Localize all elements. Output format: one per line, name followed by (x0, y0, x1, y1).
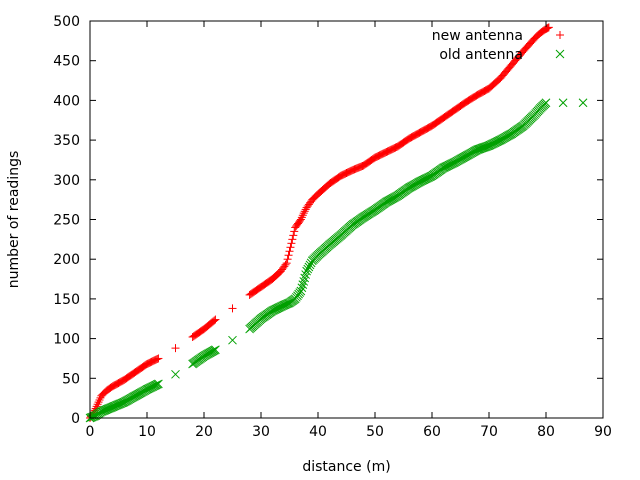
data-point (171, 369, 180, 379)
data-point (300, 207, 309, 216)
x-tick-label: 70 (480, 424, 498, 440)
data-point (171, 344, 180, 353)
data-point (210, 316, 219, 325)
data-point (95, 396, 104, 405)
series-1 (86, 23, 553, 422)
data-point (297, 283, 307, 293)
y-tick-label: 400 (53, 93, 80, 109)
data-point (285, 247, 294, 256)
data-point (290, 227, 299, 236)
data-point (286, 243, 295, 252)
data-point (474, 144, 484, 154)
data-point (305, 260, 315, 270)
data-point (298, 211, 307, 220)
x-tick-label: 40 (309, 424, 327, 440)
data-point (296, 215, 305, 224)
data-point (296, 286, 306, 296)
legend-marker (555, 49, 565, 59)
data-point (284, 251, 293, 260)
data-point (477, 143, 487, 153)
x-tick-label: 30 (252, 424, 270, 440)
legend-label: old antenna (439, 47, 523, 63)
data-point (475, 144, 485, 154)
y-tick-label: 250 (53, 213, 80, 229)
legend-item: new antenna (432, 28, 564, 44)
data-point (228, 304, 237, 313)
data-point (274, 269, 283, 278)
data-point (288, 235, 297, 244)
y-tick-label: 200 (53, 252, 80, 268)
y-tick-label: 100 (53, 332, 80, 348)
data-point (96, 393, 105, 402)
legend-label: new antenna (432, 28, 523, 44)
y-axis-label: number of readings (6, 151, 22, 289)
legend: new antenna old antenna (432, 28, 565, 63)
y-tick-label: 500 (53, 14, 80, 30)
data-point (282, 259, 291, 268)
data-point (299, 277, 309, 286)
data-point (558, 98, 568, 108)
data-point (154, 379, 163, 389)
data-point (541, 98, 551, 108)
data-point (304, 262, 314, 272)
data-point (473, 145, 482, 154)
data-point (481, 142, 490, 152)
data-point (295, 216, 304, 225)
data-point (480, 142, 489, 152)
x-tick-label: 10 (138, 424, 156, 440)
x-tick-label: 60 (423, 424, 441, 440)
x-tick-label: 90 (594, 424, 612, 440)
x-tick-label: 80 (537, 424, 555, 440)
data-point (228, 335, 237, 345)
data-point (301, 270, 311, 279)
data-point (543, 23, 552, 32)
data-point (153, 355, 162, 364)
data-point (303, 264, 313, 274)
data-point (281, 260, 290, 269)
data-point (301, 205, 310, 214)
data-point (283, 255, 292, 264)
series-2 (85, 98, 588, 423)
data-point (211, 345, 220, 355)
data-point (297, 213, 306, 222)
data-point (289, 231, 298, 240)
data-point (154, 354, 163, 363)
y-tick-label: 350 (53, 133, 80, 149)
y-tick-label: 300 (53, 173, 80, 189)
data-point (94, 398, 103, 407)
x-tick-label: 20 (195, 424, 213, 440)
x-axis-label: distance (m) (302, 459, 390, 475)
x-tick-label: 0 (86, 424, 95, 440)
y-tick-label: 0 (71, 411, 80, 427)
legend-marker (556, 31, 564, 39)
data-point (476, 144, 486, 153)
data-point (211, 315, 220, 324)
data-point (300, 273, 310, 283)
y-tick-label: 50 (62, 371, 80, 387)
legend-item: old antenna (439, 47, 565, 63)
x-tick-label: 50 (366, 424, 384, 440)
y-tick-label: 150 (53, 292, 80, 308)
data-point (298, 280, 308, 289)
data-point (93, 400, 102, 409)
data-marks (85, 23, 588, 423)
data-point (299, 209, 308, 218)
y-tick-label: 450 (53, 54, 80, 70)
axis-ticks: 0 10 20 30 40 50 60 70 80 90 0 50 100 150 200 250 300 350… (53, 14, 612, 440)
data-point (544, 23, 553, 32)
data-point (302, 266, 311, 276)
data-point (542, 24, 551, 33)
data-point (287, 239, 296, 248)
data-point (478, 143, 488, 152)
data-point (578, 98, 588, 108)
